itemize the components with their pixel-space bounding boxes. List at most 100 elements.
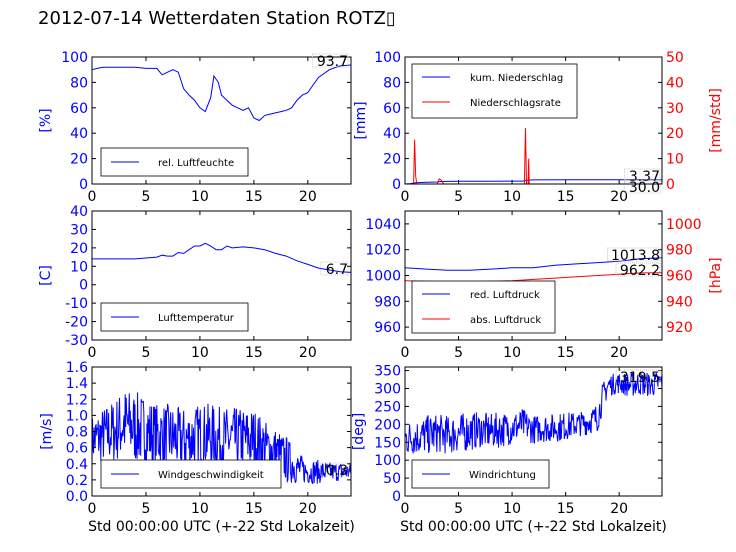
pressure-legend-label: abs. Luftdruck [470,315,541,326]
winddirection-x-axis-label: Std 00:00:00 UTC (+-22 Std Lokalzeit) [400,519,667,535]
pressure-x-tick-label: 20 [610,345,628,361]
windspeed-y-tick-label: 0.0 [66,489,88,505]
winddirection-y-axis-label: [deg] [351,413,367,450]
temperature-x-tick-label: 5 [141,345,150,361]
winddirection-x-tick-label: 0 [401,501,410,517]
temperature-y-tick-label: 40 [70,204,88,220]
windspeed-y-tick-label: 1.6 [66,360,88,376]
windspeed-x-tick-label: 5 [141,501,150,517]
winddirection-y-tick-label: 250 [374,399,401,415]
precipitation-y-tick-label: 60 [383,101,401,117]
pressure-y-tick-label: 960 [374,320,401,336]
windspeed-x-tick-label: 0 [88,501,97,517]
humidity-x-tick-label: 20 [299,189,317,205]
windspeed-y-tick-label: 0.2 [66,473,88,489]
windspeed-legend-label: Windgeschwindigkeit [158,470,264,481]
precipitation-y-tick-label: 0 [392,177,401,193]
winddirection-y-tick-label: 150 [374,435,401,451]
precipitation-x-tick-label: 20 [610,189,628,205]
precipitation-y2-tick-label: 20 [666,126,684,142]
temperature-y-axis-label: [C] [38,265,54,286]
pressure-annotation-box [607,247,661,262]
winddirection-y-tick-label: 200 [374,417,401,433]
temperature-x-tick-label: 0 [88,345,97,361]
humidity-y-tick-label: 40 [70,126,88,142]
precipitation-x-tick-label: 15 [557,189,575,205]
windspeed-y-axis-label: [m/s] [39,413,55,450]
winddirection-y-tick-label: 300 [374,382,401,398]
temperature-y-tick-label: 20 [70,241,88,257]
winddirection-plot-frame [404,366,663,497]
pressure-annotation-box [615,262,661,277]
precipitation-y-tick-label: 40 [383,126,401,142]
pressure-legend-label: red. Luftdruck [470,290,540,301]
windspeed-x-tick-label: 15 [245,501,263,517]
windspeed-x-tick-label: 20 [299,501,317,517]
precipitation-annotation-label: 3.37 [629,169,660,185]
pressure-y-tick-label: 1000 [365,269,401,285]
page-title: 2012-07-14 Wetterdaten Station ROTZ▯ [38,8,396,29]
precipitation-y2-tick-label: 0 [666,177,675,193]
humidity-x-tick-label: 0 [88,189,97,205]
precipitation-legend-box [411,63,578,119]
temperature-plot-frame [91,210,352,341]
windspeed-y-tick-label: 0.4 [66,457,88,473]
pressure-x-tick-label: 15 [557,345,575,361]
precipitation-annotation-label: 30.0 [629,180,660,196]
winddirection-y-tick-label: 350 [374,364,401,380]
pressure-y-tick-label: 980 [374,294,401,310]
pressure-annotation-label: 1013.8 [611,248,660,264]
humidity-y-tick-label: 100 [61,50,88,66]
temperature-y-tick-label: -10 [65,296,88,312]
humidity-x-tick-label: 15 [245,189,263,205]
winddirection-x-tick-label: 15 [557,501,575,517]
temperature-y-tick-label: 30 [70,222,88,238]
pressure-x-tick-label: 10 [503,345,521,361]
precipitation-y-tick-label: 80 [383,75,401,91]
windspeed-y-tick-label: 0.6 [66,441,88,457]
pressure-y2-tick-label: 960 [666,269,693,285]
winddirection-series-1-line [404,372,663,454]
winddirection-y-tick-label: 0 [392,489,401,505]
humidity-y-tick-label: 60 [70,101,88,117]
precipitation-annotation-box [624,179,661,194]
winddirection-y-tick-label: 100 [374,453,401,469]
precipitation-y2-tick-label: 40 [666,75,684,91]
pressure-x-tick-label: 0 [401,345,410,361]
temperature-x-tick-label: 20 [299,345,317,361]
pressure-annotation-label: 962.2 [620,263,660,279]
temperature-series-1-line [92,242,352,273]
precipitation-y-tick-label: 100 [374,50,401,66]
temperature-y-tick-label: 0 [79,278,88,294]
precipitation-y2-tick-label: 30 [666,101,684,117]
precipitation-legend-label: Niederschlagsrate [470,98,561,109]
temperature-y-tick-label: -30 [65,333,88,349]
winddirection-y-tick-label: 50 [383,471,401,487]
precipitation-y-tick-label: 20 [383,152,401,168]
pressure-y2-axis-label: [hPa] [708,257,724,293]
pressure-x-tick-label: 5 [454,345,463,361]
pressure-y2-tick-label: 920 [666,320,693,336]
precipitation-y2-axis-label: [mm/std] [708,88,724,153]
precipitation-plot-frame [404,56,663,185]
winddirection-x-tick-label: 20 [610,501,628,517]
humidity-legend-label: rel. Luftfeuchte [158,158,234,169]
winddirection-x-tick-label: 5 [454,501,463,517]
windspeed-y-tick-label: 1.0 [66,408,88,424]
pressure-y2-tick-label: 940 [666,294,693,310]
windspeed-y-tick-label: 1.4 [66,376,88,392]
precipitation-annotation-box [624,168,661,183]
humidity-x-tick-label: 10 [191,189,209,205]
humidity-y-tick-label: 20 [70,152,88,168]
precipitation-series-2-line [405,128,662,185]
windspeed-y-tick-label: 0.8 [66,425,88,441]
humidity-annotation-label: 93.7 [317,54,348,70]
windspeed-x-tick-label: 10 [191,501,209,517]
temperature-y-tick-label: -20 [65,315,88,331]
temperature-annotation-label: 6.7 [326,262,348,278]
winddirection-x-tick-label: 10 [503,501,521,517]
precipitation-x-tick-label: 5 [454,189,463,205]
humidity-series-1-line [91,64,352,122]
temperature-y-tick-label: 10 [70,259,88,275]
